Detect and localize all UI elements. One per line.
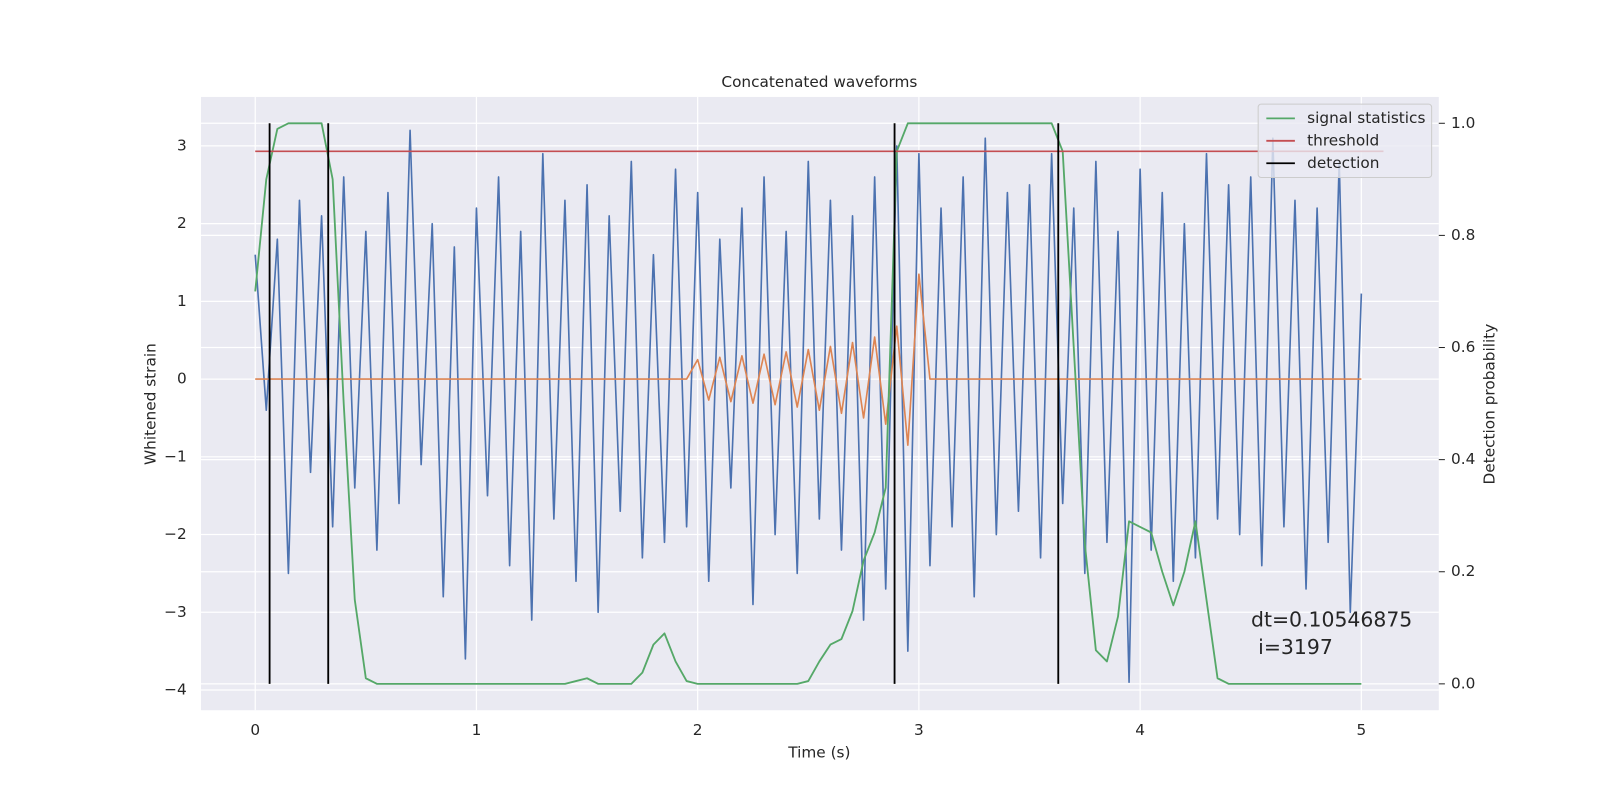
y2-tick-label: 0.0 bbox=[1451, 674, 1475, 692]
y-axis-label: Whitened strain bbox=[142, 343, 160, 465]
y-tick-label: 2 bbox=[177, 214, 187, 232]
x-tick-label: 1 bbox=[472, 721, 482, 739]
legend: signal statistics threshold detection bbox=[1257, 103, 1433, 179]
legend-label: detection bbox=[1307, 154, 1379, 172]
series-line bbox=[254, 122, 1362, 685]
y2-axis-label: Detection probability bbox=[1480, 324, 1498, 485]
series-line bbox=[255, 273, 1362, 446]
y-tick-label: −4 bbox=[164, 680, 187, 698]
chart-title: Concatenated waveforms bbox=[721, 73, 917, 91]
y-tick-label: 3 bbox=[177, 136, 187, 154]
annotation: i=3197 bbox=[1258, 635, 1333, 659]
series-line bbox=[254, 129, 1363, 684]
y-tick-label: 0 bbox=[177, 370, 187, 388]
x-tick-label: 0 bbox=[250, 721, 260, 739]
legend-label: signal statistics bbox=[1307, 109, 1425, 127]
y2-tick-label: 0.6 bbox=[1451, 338, 1475, 356]
y-tick-label: −3 bbox=[164, 603, 187, 621]
x-tick-label: 4 bbox=[1135, 721, 1145, 739]
y2-tick-label: 0.4 bbox=[1451, 450, 1475, 468]
y2-tick-label: 1.0 bbox=[1451, 114, 1475, 132]
y-tick-label: 1 bbox=[177, 292, 187, 310]
y-tick-label: −2 bbox=[164, 525, 187, 543]
x-tick-label: 2 bbox=[693, 721, 703, 739]
x-axis-label: Time (s) bbox=[787, 744, 850, 762]
legend-box bbox=[1257, 103, 1433, 179]
y2-tick-label: 0.8 bbox=[1451, 226, 1475, 244]
legend-label: threshold bbox=[1307, 131, 1379, 149]
annotation: dt=0.10546875 bbox=[1251, 607, 1412, 631]
y-tick-label: −1 bbox=[164, 447, 187, 465]
x-tick-label: 3 bbox=[914, 721, 924, 739]
marks bbox=[254, 122, 1384, 685]
x-tick-label: 5 bbox=[1356, 721, 1366, 739]
y2-tick-label: 0.2 bbox=[1451, 562, 1475, 580]
foreground: 0 1 2 3 4 5 −4 −3 −2 −1 0 1 2 3 0.0 0.2 0.4 0.6 0.8 1.0 sign… bbox=[164, 103, 1475, 739]
